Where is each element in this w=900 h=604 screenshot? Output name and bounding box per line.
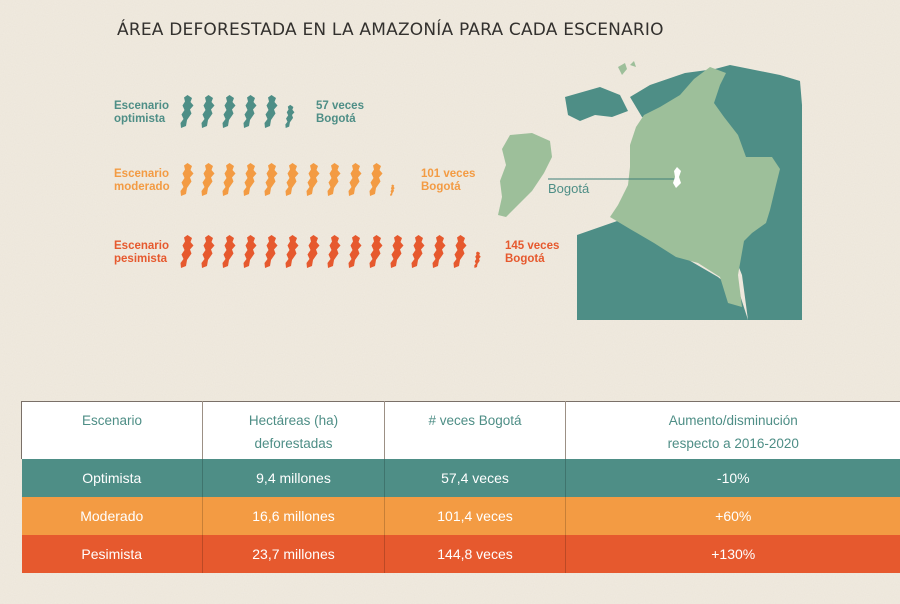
series-label: pesimista bbox=[114, 253, 168, 265]
cell-escenario: Pesimista bbox=[21, 534, 203, 573]
cell-veces: 101,4 veces bbox=[384, 496, 566, 535]
cell-escenario: Optimista bbox=[21, 458, 203, 497]
bogota-outline-icon bbox=[369, 163, 383, 196]
colombia-map: Bogotá bbox=[498, 61, 802, 320]
value-label: Bogotá bbox=[505, 253, 545, 265]
cell-aumento: +130% bbox=[565, 534, 900, 573]
series-label: Escenario bbox=[114, 240, 169, 252]
bogota-outline-icon bbox=[432, 235, 446, 268]
cell-aumento: +60% bbox=[565, 496, 900, 535]
bogota-outline-icon bbox=[390, 184, 395, 196]
bogota-outline-icon bbox=[264, 95, 278, 128]
bogota-outline-icon bbox=[180, 95, 194, 128]
bogota-outline-icon bbox=[348, 235, 362, 268]
table-row: Pesimista 23,7 millones 144,8 veces +130… bbox=[21, 534, 900, 573]
series-label: Escenario bbox=[114, 168, 169, 180]
bogota-outline-icon bbox=[222, 163, 236, 196]
table-header-row: Escenario Hectáreas (ha) deforestadas # v… bbox=[21, 401, 900, 459]
series-label: optimista bbox=[114, 113, 166, 125]
header-hectareas: Hectáreas (ha) deforestadas bbox=[202, 401, 385, 459]
value-label: 57 veces bbox=[316, 100, 364, 112]
header-escenario: Escenario bbox=[21, 401, 203, 459]
bogota-outline-icon bbox=[453, 235, 467, 268]
bogota-outline-icon bbox=[201, 163, 215, 196]
bogota-outline-icon bbox=[306, 163, 320, 196]
scenario-table: Escenario Hectáreas (ha) deforestadas # v… bbox=[21, 401, 900, 573]
cell-hectareas: 9,4 millones bbox=[202, 458, 385, 497]
header-veces-bogota: # veces Bogotá bbox=[384, 401, 566, 459]
bogota-outline-icon bbox=[285, 163, 299, 196]
chart-title: ÁREA DEFORESTADA EN LA AMAZONÍA PARA CAD… bbox=[117, 20, 664, 40]
bogota-outline-icon bbox=[222, 95, 236, 128]
bogota-outline-icon bbox=[264, 235, 278, 268]
series-label: Escenario bbox=[114, 100, 169, 112]
bogota-outline-icon bbox=[222, 235, 236, 268]
bogota-outline-icon bbox=[306, 235, 320, 268]
bogota-outline-icon bbox=[348, 163, 362, 196]
bogota-outline-icon bbox=[327, 163, 341, 196]
bogota-outline-icon bbox=[285, 104, 295, 128]
cell-hectareas: 23,7 millones bbox=[202, 534, 385, 573]
cell-aumento: -10% bbox=[565, 458, 900, 497]
value-label: Bogotá bbox=[316, 113, 356, 125]
bogota-outline-icon bbox=[243, 163, 257, 196]
bogota-outline-icon bbox=[201, 95, 215, 128]
header-aumento: Aumento/disminución respecto a 2016-2020 bbox=[565, 401, 900, 459]
cell-hectareas: 16,6 millones bbox=[202, 496, 385, 535]
map-label-bogota: Bogotá bbox=[548, 181, 590, 196]
cell-escenario: Moderado bbox=[21, 496, 203, 535]
colombia-land bbox=[498, 61, 780, 307]
bogota-marker bbox=[548, 167, 681, 188]
series-label: moderado bbox=[114, 181, 170, 193]
bogota-outline-icon bbox=[243, 95, 257, 128]
table-row: Moderado 16,6 millones 101,4 veces +60% bbox=[21, 496, 900, 535]
bogota-outline-icon bbox=[180, 163, 194, 196]
value-label: Bogotá bbox=[421, 181, 461, 193]
cell-veces: 144,8 veces bbox=[384, 534, 566, 573]
bogota-outline-icon bbox=[390, 235, 404, 268]
bogota-outline-icon bbox=[411, 235, 425, 268]
bogota-outline-icon bbox=[285, 235, 299, 268]
bogota-outline-icon bbox=[180, 235, 194, 268]
cell-veces: 57,4 veces bbox=[384, 458, 566, 497]
bogota-outline-icon bbox=[264, 163, 278, 196]
table-row: Optimista 9,4 millones 57,4 veces -10% bbox=[21, 458, 900, 497]
bogota-outline-icon bbox=[327, 235, 341, 268]
value-label: 101 veces bbox=[421, 168, 475, 180]
bogota-outline-icon bbox=[201, 235, 215, 268]
bogota-outline-icon bbox=[369, 235, 383, 268]
bogota-outline-icon bbox=[243, 235, 257, 268]
value-label: 145 veces bbox=[505, 240, 559, 252]
